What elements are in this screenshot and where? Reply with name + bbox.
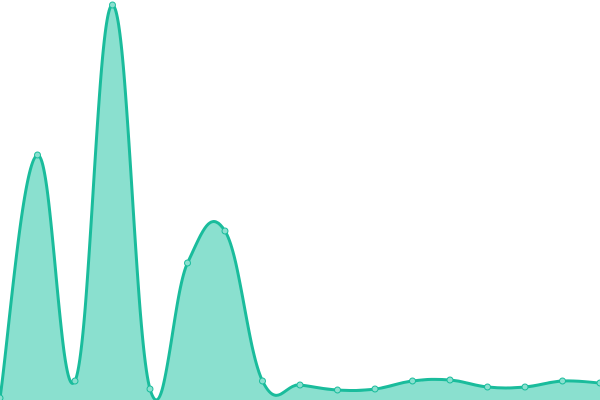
data-point-5	[184, 259, 191, 267]
area-fill	[0, 4, 600, 400]
data-point-8	[296, 381, 304, 389]
data-point-12	[446, 376, 454, 384]
data-point-13	[484, 383, 491, 391]
data-point-0	[0, 394, 4, 400]
data-point-16	[596, 379, 600, 387]
data-point-2	[71, 377, 79, 385]
data-point-15	[559, 377, 566, 385]
data-point-3	[109, 1, 116, 9]
data-point-10	[371, 385, 379, 393]
data-point-11	[409, 377, 416, 385]
data-point-9	[334, 386, 341, 394]
data-point-7	[259, 377, 266, 385]
data-point-4	[146, 385, 154, 393]
data-point-6	[221, 227, 229, 235]
data-point-14	[521, 383, 529, 391]
data-point-1	[34, 151, 41, 159]
series-line	[0, 3, 600, 400]
